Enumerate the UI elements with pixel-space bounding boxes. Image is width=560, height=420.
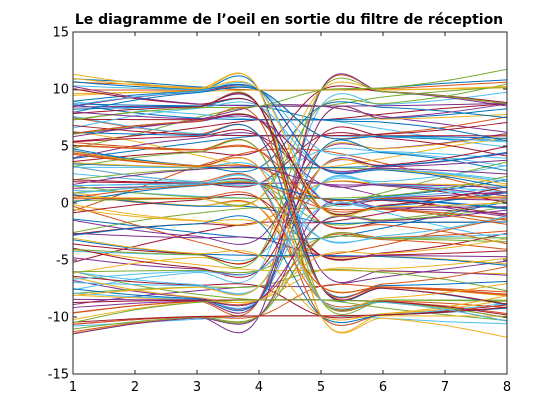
x-tick-label: 8: [503, 380, 511, 395]
x-tick-label: 1: [69, 380, 77, 395]
axis-ticks: 1 2 3 4 5 6 7 8 15 10 5 0 -5 -10 -15: [48, 26, 511, 396]
eye-trace: [73, 237, 507, 321]
eye-trace: [73, 238, 507, 304]
eye-trace: [73, 85, 507, 107]
eye-trace: [73, 147, 507, 187]
eye-trace: [73, 139, 507, 312]
eye-trace: [73, 306, 507, 323]
x-tick-label: 2: [131, 380, 139, 395]
y-tick-label: -10: [48, 311, 69, 326]
y-tick-label: 0: [61, 197, 69, 212]
eye-trace: [73, 257, 507, 321]
eye-trace: [73, 209, 507, 308]
eye-trace: [73, 111, 507, 175]
eye-trace: [73, 134, 507, 159]
eye-trace: [73, 175, 507, 200]
eye-trace: [73, 144, 507, 221]
x-tick-label: 7: [441, 380, 449, 395]
x-tick-label: 3: [193, 380, 201, 395]
eye-trace: [73, 232, 507, 330]
eye-trace: [73, 146, 507, 278]
eye-trace: [73, 157, 507, 310]
eye-trace: [73, 77, 507, 268]
x-tick-label: 5: [317, 380, 325, 395]
eye-trace: [73, 194, 507, 224]
eye-trace: [73, 232, 507, 258]
eye-trace: [73, 113, 507, 216]
eye-trace: [73, 174, 507, 322]
x-tick-label: 6: [379, 380, 387, 395]
eye-trace: [73, 239, 507, 266]
eye-trace: [73, 103, 507, 314]
eye-trace: [73, 153, 507, 202]
eye-trace: [73, 101, 507, 183]
eye-trace: [73, 130, 507, 170]
eye-trace: [73, 166, 507, 197]
eye-trace: [73, 77, 507, 217]
eye-trace: [73, 122, 507, 137]
y-tick-label: 15: [52, 26, 69, 41]
eye-trace: [73, 92, 507, 305]
eye-trace: [73, 85, 507, 167]
eye-trace: [73, 104, 507, 134]
eye-trace: [73, 182, 507, 210]
eye-trace: [73, 88, 507, 216]
eye-trace: [73, 83, 507, 206]
eye-trace: [73, 235, 507, 274]
eye-trace: [73, 283, 507, 325]
eye-trace: [73, 205, 507, 258]
eye-trace: [73, 107, 507, 299]
eye-trace: [73, 81, 507, 189]
y-tick-label: -5: [56, 254, 69, 269]
eye-trace: [73, 86, 507, 140]
chart-title: Le diagramme de l’oeil en sortie du filt…: [75, 12, 503, 28]
y-tick-label: 10: [52, 83, 69, 98]
x-tick-label: 4: [255, 380, 263, 395]
eye-traces: [73, 68, 507, 338]
y-tick-label: 5: [61, 140, 69, 155]
eye-trace: [73, 68, 507, 121]
y-tick-label: -15: [48, 368, 69, 383]
eye-trace: [73, 158, 507, 296]
